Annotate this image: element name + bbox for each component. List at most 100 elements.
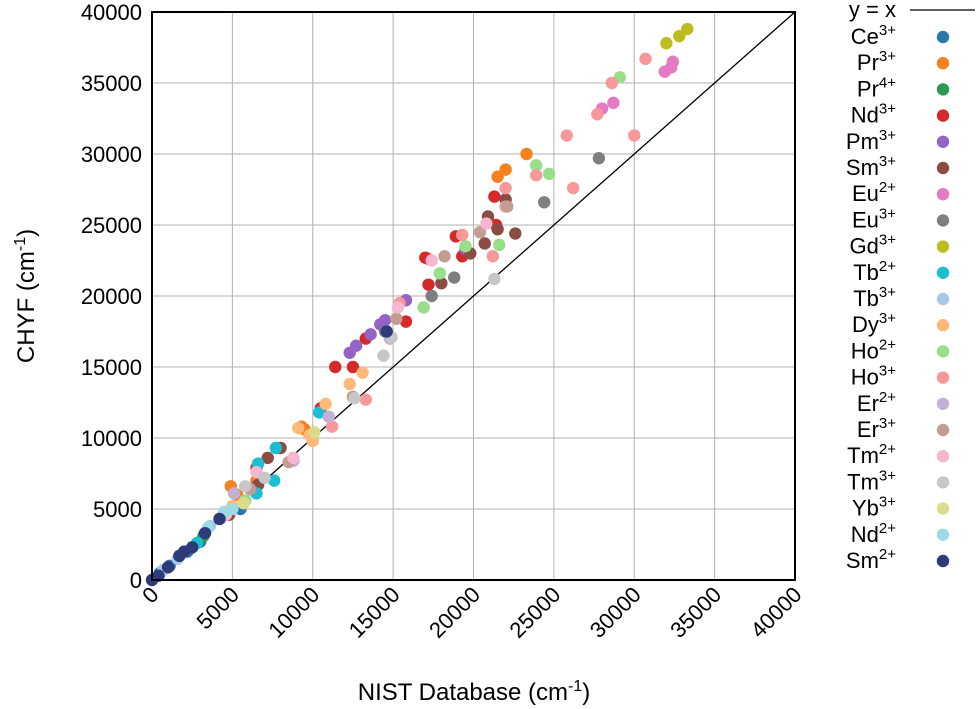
legend-label-sm2plus: Sm2+ [846, 546, 896, 573]
legend-marker-nd2plus [936, 528, 950, 541]
point-yb3plus [308, 426, 321, 439]
x-tick-label: 35000 [665, 582, 726, 643]
point-ho3plus [325, 420, 339, 433]
legend-label-nd2plus: Nd2+ [851, 520, 896, 547]
plot-area-frame [151, 11, 796, 581]
point-tm2plus [480, 217, 493, 230]
legend-marker-eu3plus [936, 214, 950, 227]
legend-label-eu3plus: Eu3+ [852, 205, 896, 232]
point-er2plus [227, 487, 241, 500]
point-ho3plus [529, 169, 543, 182]
legend-entry-eu3plus: Eu3+ [852, 205, 950, 232]
point-ho3plus [456, 228, 469, 242]
legend-label-ho2plus: Ho2+ [851, 336, 896, 363]
legend-entry-gd3plus: Gd3+ [850, 232, 950, 259]
point-nd3plus [329, 360, 342, 374]
legend-label-er3plus: Er3+ [857, 415, 896, 442]
y-tick-label: 35000 [81, 71, 142, 96]
legend-marker-tb2plus [936, 266, 950, 279]
point-ho3plus [560, 129, 573, 142]
legend-label-tb2plus: Tb2+ [853, 258, 896, 285]
x-tick-label: 30000 [585, 582, 646, 643]
point-sm2plus [198, 526, 212, 540]
legend-label-ho3plus: Ho3+ [851, 363, 896, 390]
legend-label-ce3plus: Ce3+ [851, 22, 896, 49]
point-pm3plus [364, 328, 377, 341]
y-tick-label: 40000 [81, 0, 142, 25]
legend-entry-pr3plus: Pr3+ [857, 48, 950, 75]
legend-label-eu2plus: Eu2+ [852, 179, 896, 206]
point-tb2plus [312, 406, 326, 419]
legend-label-sm3plus: Sm3+ [846, 153, 896, 180]
legend-entry-sm3plus: Sm3+ [846, 153, 950, 180]
legend-entry-ho3plus: Ho3+ [851, 363, 950, 390]
legend-marker-yb3plus [936, 502, 950, 515]
point-sm3plus [478, 237, 491, 250]
legend-label-yb3plus: Yb3+ [852, 494, 896, 521]
point-ho2plus [433, 267, 446, 280]
legend-marker-tm3plus [936, 476, 950, 489]
legend-marker-dy3plus [936, 319, 950, 332]
point-dy3plus [343, 377, 356, 391]
point-ho3plus [359, 393, 372, 406]
point-er2plus [322, 410, 336, 423]
point-ho2plus [459, 240, 472, 253]
legend-label-tb3plus: Tb3+ [853, 284, 896, 311]
y-tick-label: 30000 [81, 142, 142, 167]
legend-entry-tb2plus: Tb2+ [853, 258, 950, 285]
point-tm3plus [488, 272, 501, 286]
legend-entry-reference: y = x [849, 0, 975, 22]
legend-marker-eu2plus [936, 188, 950, 201]
point-sm2plus [380, 325, 393, 338]
legend-label-pm3plus: Pm3+ [846, 127, 896, 154]
legend-label-nd3plus: Nd3+ [851, 101, 896, 128]
legend-label-tm3plus: Tm3+ [847, 467, 896, 494]
legend-marker-pm3plus [936, 135, 950, 148]
point-nd3plus [488, 190, 501, 203]
x-tick-label: 15000 [344, 582, 405, 643]
point-eu3plus [448, 271, 461, 284]
y-axis-label: CHYF (cm-1) [12, 229, 40, 363]
point-yb3plus [237, 497, 250, 510]
point-ho3plus [566, 181, 580, 195]
legend-marker-ho3plus [936, 371, 950, 384]
point-eu2plus [666, 55, 680, 68]
legend-entry-pm3plus: Pm3+ [846, 127, 950, 154]
legend-entry-sm2plus: Sm2+ [846, 546, 950, 573]
x-axis-label: NIST Database (cm-1) [358, 678, 591, 706]
point-ho3plus [499, 181, 512, 195]
point-eu3plus [538, 196, 551, 209]
point-sm3plus [435, 277, 448, 290]
point-ho3plus [628, 129, 641, 142]
legend-label-dy3plus: Dy3+ [852, 310, 896, 337]
x-axis-ticks: 0 5000 10000 15000 20000 25000 30000 35000 40000 [137, 582, 806, 643]
point-tm2plus [287, 451, 300, 465]
point-ho2plus [417, 301, 430, 314]
legend-marker-ho2plus [936, 345, 950, 358]
legend-entry-pr4plus: Pr4+ [857, 74, 950, 101]
point-pr3plus [520, 147, 533, 161]
point-sm2plus [152, 569, 165, 582]
legend-entry-er2plus: Er2+ [857, 389, 950, 416]
y-axis-ticks: 0 5000 10000 15000 20000 25000 30000 35000 40000 [81, 0, 142, 593]
legend-label-gd3plus: Gd3+ [850, 232, 897, 259]
legend-marker-nd3plus [936, 109, 950, 122]
point-tm3plus [377, 349, 390, 362]
point-tm2plus [391, 301, 405, 314]
point-eu3plus [425, 289, 438, 303]
point-er3plus [390, 312, 403, 325]
point-ho2plus [529, 159, 543, 172]
point-nd3plus [399, 315, 413, 328]
point-sm3plus [261, 451, 274, 465]
legend-entry-tm3plus: Tm3+ [847, 467, 950, 494]
point-gd3plus [673, 29, 686, 43]
legend-label-er2plus: Er2+ [857, 389, 896, 416]
point-tb2plus [267, 474, 281, 487]
legend-marker-tm2plus [936, 450, 950, 463]
point-sm2plus [213, 512, 226, 526]
point-tm3plus [348, 392, 361, 405]
point-dy3plus [356, 366, 369, 379]
point-tm2plus [425, 254, 438, 267]
y-tick-label: 10000 [81, 426, 142, 451]
point-gd3plus [660, 37, 673, 50]
